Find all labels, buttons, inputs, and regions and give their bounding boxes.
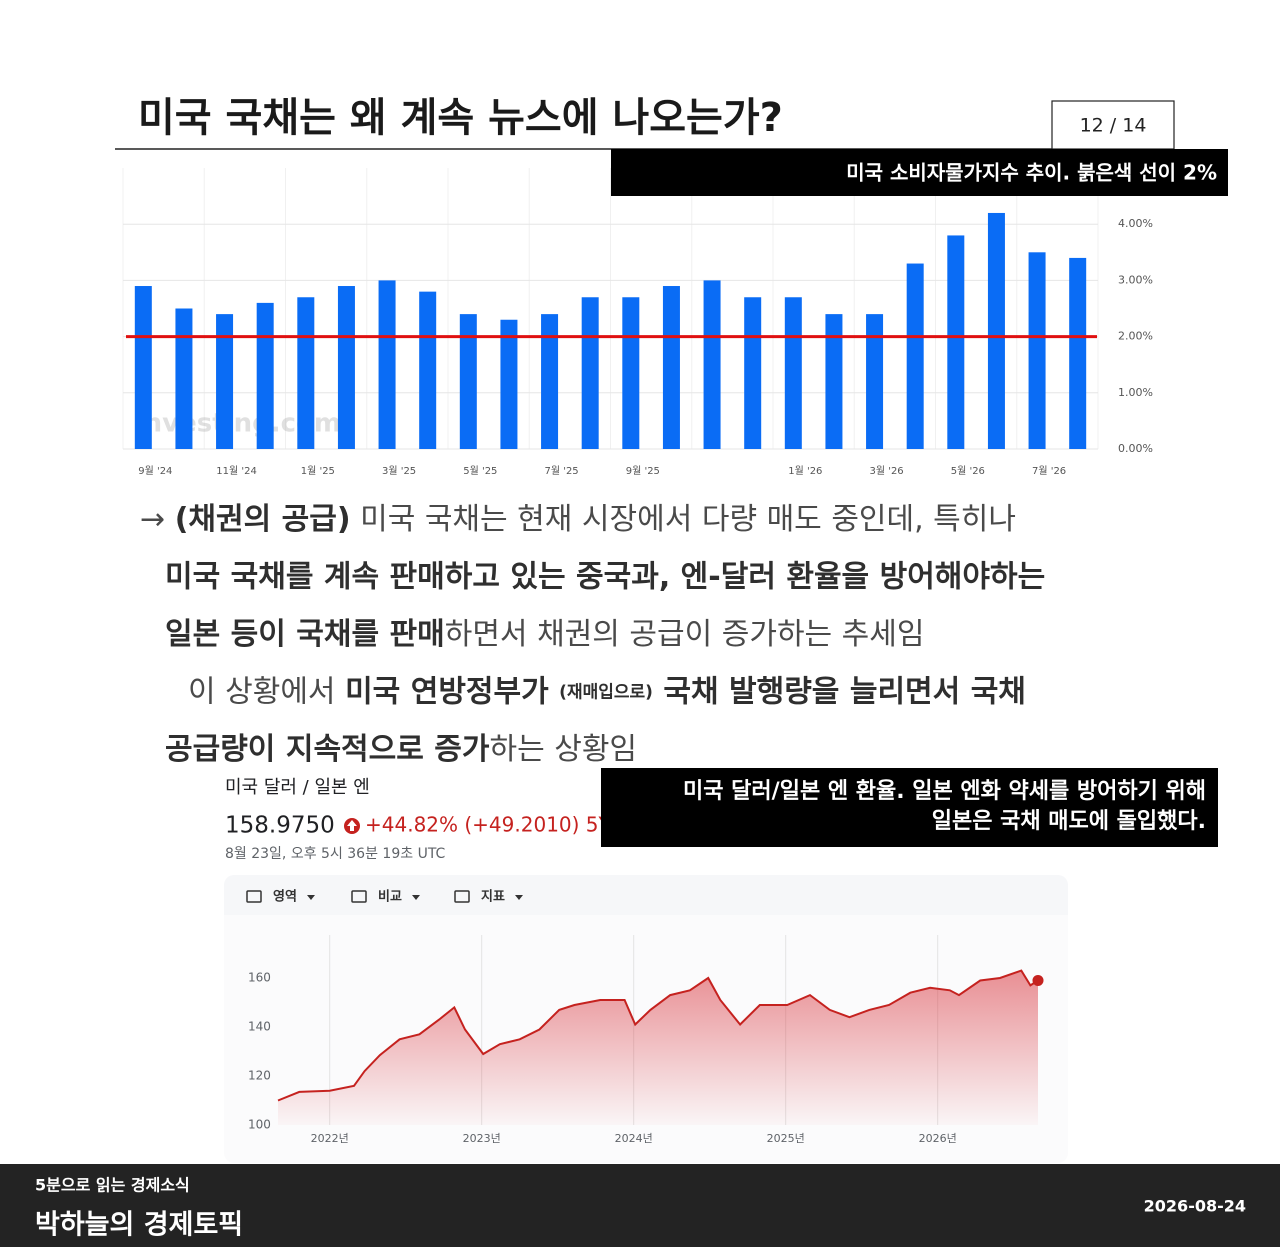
footer-brand: 박하늘의 경제토픽: [35, 1210, 243, 1241]
body-line: 공급량이 지속적으로 증가하는 상황임: [165, 732, 637, 767]
bar: [744, 297, 762, 449]
x-tick-label: 2023년: [463, 1132, 501, 1145]
x-tick-label: 5월 '25: [463, 465, 497, 477]
x-tick-label: 7월 '25: [544, 465, 578, 477]
bar: [581, 297, 599, 449]
caption: 일본은 국채 매도에 돌입했다.: [932, 809, 1206, 834]
dropdown-caret: [515, 895, 523, 900]
body-line: 이 상황에서 미국 연방정부가 (재매입으로) 국채 발행량을 늘리면서 국채: [188, 674, 1026, 709]
toolbar-icon: [246, 890, 262, 903]
body-run: 공급량이 지속적으로 증가: [165, 732, 490, 767]
bar: [1069, 257, 1087, 449]
price-line: [277, 969, 1039, 1102]
y-tick-label: 100: [248, 1118, 271, 1132]
area: [278, 970, 1038, 1125]
toolbar-button[interactable]: 영역: [273, 889, 297, 905]
body-run: →: [140, 502, 175, 537]
price: 158.9750: [225, 813, 335, 839]
toolbar-icon: [454, 890, 470, 903]
caption: 미국 달러/일본 엔 환율. 일본 엔화 약세를 방어하기 위해: [683, 779, 1206, 804]
x-tick-label: 1월 '25: [301, 465, 335, 477]
bar: [784, 297, 802, 449]
footer-series: 5분으로 읽는 경제소식: [35, 1176, 190, 1195]
bar: [541, 314, 559, 449]
pair-label: 미국 달러 / 일본 엔: [225, 777, 370, 798]
x-tick-label: 3월 '26: [869, 465, 903, 477]
y-tick-label: 120: [248, 1069, 271, 1083]
footer-date: 2026-08-24: [1144, 1197, 1246, 1216]
bar: [622, 297, 640, 449]
caption-box: [611, 149, 1228, 196]
bar: [662, 286, 680, 449]
x-tick-label: 7월 '26: [1032, 465, 1066, 477]
body-line: 미국 국채를 계속 판매하고 있는 중국과, 엔-달러 환율을 방어해야하는: [165, 559, 1045, 594]
body-run: 미국 연방정부가: [345, 674, 559, 709]
x-tick-label: 2025년: [767, 1132, 805, 1145]
bar: [459, 314, 477, 449]
body-run: 미국 국채를 계속 판매하고 있는 중국과, 엔-달러 환율을 방어해야하는: [165, 559, 1045, 594]
y-tick-label: 160: [248, 971, 271, 985]
bar: [256, 302, 274, 449]
y-tick-label: 140: [248, 1020, 271, 1034]
body-line: 일본 등이 국채를 판매하면서 채권의 공급이 증가하는 추세임: [165, 617, 924, 652]
caption-box: [601, 768, 1218, 847]
bar: [866, 314, 884, 449]
bar: [337, 286, 355, 449]
x-tick-label: 2026년: [919, 1132, 957, 1145]
x-tick-label: 3월 '25: [382, 465, 416, 477]
bar: [419, 291, 437, 449]
bar: [1028, 252, 1046, 449]
body-run: 일본 등이 국채를 판매: [165, 617, 445, 652]
caption: 미국 소비자물가지수 추이. 붉은색 선이 2%: [846, 161, 1217, 185]
x-tick-label: 1월 '26: [788, 465, 822, 477]
y-tick-label: 1.00%: [1118, 386, 1153, 399]
bar: [297, 297, 315, 449]
x-tick-label: 11월 '24: [216, 465, 257, 477]
body-run: 미국 국채는 현재 시장에서 다량 매도 중인데, 특히나: [351, 502, 1016, 537]
bar: [378, 280, 396, 449]
dropdown-caret: [307, 895, 315, 900]
dropdown-caret: [412, 895, 420, 900]
toolbar-button[interactable]: 비교: [378, 890, 402, 905]
page-number: 12 / 14: [1080, 115, 1147, 137]
bar: [703, 280, 721, 449]
bar: [987, 212, 1005, 449]
bar: [134, 286, 152, 449]
y-tick-label: 2.00%: [1118, 330, 1153, 343]
x-tick-label: 2024년: [615, 1132, 653, 1145]
timestamp: 8월 23일, 오후 5시 36분 19초 UTC: [225, 846, 446, 862]
bar: [825, 314, 843, 449]
x-tick-label: 2022년: [311, 1132, 349, 1145]
change: +44.82% (+49.2010) 5Y: [365, 813, 612, 837]
x-tick-label: 9월 '25: [626, 465, 660, 477]
body-run: 하면서 채권의 공급이 증가하는 추세임: [445, 617, 925, 652]
bar: [216, 314, 234, 449]
y-tick-label: 3.00%: [1118, 273, 1153, 286]
toolbar-button[interactable]: 지표: [481, 890, 505, 905]
x-tick-label: 5월 '26: [951, 465, 985, 477]
body-run: 하는 상황임: [490, 732, 638, 767]
change-arrow: [347, 820, 357, 831]
slide-title: 미국 국채는 왜 계속 뉴스에 나오는가?: [138, 95, 783, 141]
footer-bar: [0, 1164, 1280, 1247]
body-line: → (채권의 공급) 미국 국채는 현재 시장에서 다량 매도 중인데, 특히나: [140, 502, 1016, 537]
body-run: (채권의 공급): [175, 502, 351, 537]
y-tick-label: 0.00%: [1118, 442, 1153, 455]
body-run: 국채 발행량을 늘리면서 국채: [653, 674, 1026, 709]
body-run: 이 상황에서: [188, 674, 345, 709]
last-point: [1032, 974, 1044, 986]
bar: [500, 319, 518, 449]
bar: [906, 263, 924, 449]
bar: [947, 235, 965, 449]
body-run: (재매입으로): [559, 683, 653, 703]
x-tick-label: 9월 '24: [138, 465, 172, 477]
bar: [175, 308, 193, 449]
y-tick-label: 4.00%: [1118, 217, 1153, 230]
toolbar-icon: [351, 890, 367, 903]
